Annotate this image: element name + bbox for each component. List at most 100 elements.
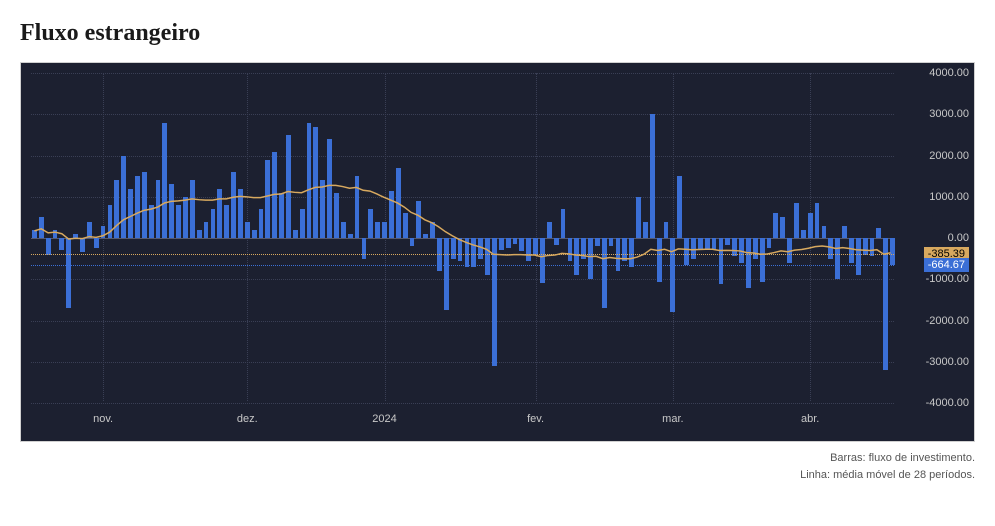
bar [300, 209, 305, 238]
bar [787, 238, 792, 263]
bar [519, 238, 524, 251]
bar [554, 238, 559, 245]
bar [190, 180, 195, 238]
bar [204, 222, 209, 239]
y-tick-label: 3000.00 [929, 108, 969, 120]
x-tick-label: nov. [93, 413, 113, 425]
bar [753, 238, 758, 259]
chart-container: -385.39-664.67 -4000.00-3000.00-2000.00-… [20, 62, 975, 442]
bar [73, 234, 78, 238]
y-tick-label: 0.00 [948, 232, 969, 244]
bar [739, 238, 744, 263]
bar [746, 238, 751, 288]
bar [410, 238, 415, 246]
x-tick-label: dez. [237, 413, 258, 425]
bar [293, 230, 298, 238]
y-tick-label: 4000.00 [929, 67, 969, 79]
bar [767, 238, 772, 248]
bar [121, 156, 126, 239]
bar [471, 238, 476, 267]
bar [602, 238, 607, 308]
bar [513, 238, 518, 244]
bar [794, 203, 799, 238]
y-tick-label: 1000.00 [929, 191, 969, 203]
bar [643, 222, 648, 239]
x-tick-label: abr. [801, 413, 819, 425]
bar [808, 213, 813, 238]
bar [375, 222, 380, 239]
chart-title: Fluxo estrangeiro [20, 20, 975, 47]
gridline [31, 403, 894, 404]
bar [691, 238, 696, 259]
bar [732, 238, 737, 256]
plot-area: -385.39-664.67 [31, 73, 894, 401]
bar [307, 123, 312, 239]
bar [725, 238, 730, 245]
bar [183, 197, 188, 238]
bar [801, 230, 806, 238]
bar [458, 238, 463, 261]
zero-line [31, 238, 894, 239]
bar [142, 172, 147, 238]
bar [211, 209, 216, 238]
x-gridline [673, 73, 674, 401]
chart-captions: Barras: fluxo de investimento. Linha: mé… [20, 450, 975, 483]
bar [162, 123, 167, 239]
bar [451, 238, 456, 259]
bar [320, 180, 325, 238]
x-axis-labels: nov.dez.2024fev.mar.abr. [31, 413, 894, 433]
bar [588, 238, 593, 279]
y-tick-label: -1000.00 [926, 273, 969, 285]
bar [238, 189, 243, 239]
bar [547, 222, 552, 238]
bar [568, 238, 573, 261]
gridline [31, 73, 894, 74]
indicator-line-ma [31, 254, 894, 255]
bar [245, 222, 250, 239]
gridline [31, 114, 894, 115]
y-tick-label: -3000.00 [926, 356, 969, 368]
bar [822, 226, 827, 238]
bar [719, 238, 724, 284]
y-tick-label: 2000.00 [929, 150, 969, 162]
bar [224, 205, 229, 238]
bar [506, 238, 511, 248]
bar [890, 238, 895, 265]
bar [465, 238, 470, 267]
bar [629, 238, 634, 267]
bar [870, 238, 875, 256]
moving-average-line [31, 73, 894, 401]
gridline [31, 279, 894, 280]
bar [108, 205, 113, 238]
bar [156, 180, 161, 238]
bar [478, 238, 483, 259]
bar [286, 135, 291, 238]
y-axis-labels: -4000.00-3000.00-2000.00-1000.000.001000… [899, 73, 969, 401]
bar [87, 222, 92, 239]
x-tick-label: fev. [527, 413, 544, 425]
bar [815, 203, 820, 238]
bar [609, 238, 614, 246]
bar [59, 238, 64, 250]
bar [499, 238, 504, 250]
bar [368, 209, 373, 238]
bar [53, 230, 58, 238]
bar [664, 222, 669, 239]
bar [176, 205, 181, 238]
bar [327, 139, 332, 238]
indicator-line-last [31, 265, 894, 266]
bar [265, 160, 270, 238]
bar [773, 213, 778, 238]
bar [670, 238, 675, 312]
bar [396, 168, 401, 238]
bar [636, 197, 641, 238]
bar [272, 152, 277, 238]
bar [657, 238, 662, 282]
bar [80, 238, 85, 252]
bar [252, 230, 257, 238]
bar [341, 222, 346, 239]
bar [149, 205, 154, 238]
gridline [31, 156, 894, 157]
x-tick-label: 2024 [372, 413, 396, 425]
bar [217, 189, 222, 239]
